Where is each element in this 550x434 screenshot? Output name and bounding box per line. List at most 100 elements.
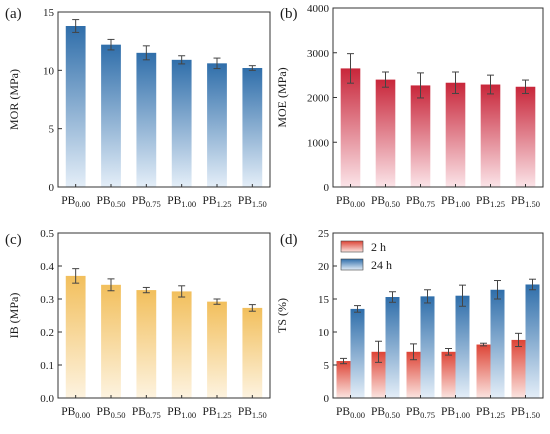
- bar: [101, 284, 121, 398]
- y-tick-label: 15: [43, 7, 55, 19]
- legend: 2 h 24 h: [340, 240, 392, 272]
- bar: [350, 308, 365, 398]
- error-bar: [515, 332, 522, 348]
- legend-swatch: [340, 258, 364, 271]
- error-bar: [213, 57, 221, 70]
- x-tick-label: PB1.25: [476, 406, 505, 420]
- x-tick-label: PB1.00: [441, 195, 470, 209]
- plot-frame: [57, 11, 271, 188]
- error-bar: [107, 278, 115, 292]
- bar: [476, 344, 491, 398]
- x-tick-label: PB0.75: [132, 406, 161, 420]
- x-tick-label: PB1.00: [167, 195, 196, 209]
- error-bar: [142, 286, 150, 294]
- bar: [455, 295, 470, 398]
- x-tick-label: PB0.00: [336, 406, 365, 420]
- y-axis-label: TS (%): [275, 298, 289, 333]
- y-tick-label: 0: [324, 393, 330, 405]
- legend-swatch: [340, 240, 364, 253]
- x-tick-label: PB0.50: [97, 406, 126, 420]
- bar: [242, 68, 263, 187]
- error-bar: [459, 284, 466, 307]
- error-bar: [340, 357, 347, 365]
- y-tick-label: 4000: [307, 3, 330, 15]
- bar: [101, 44, 121, 187]
- plot-frame: [332, 232, 544, 399]
- error-bar: [452, 71, 459, 94]
- y-tick-label: 0.0: [40, 393, 54, 405]
- error-bar: [248, 304, 256, 312]
- bar: [136, 52, 157, 188]
- x-tick-label: PB0.50: [371, 195, 400, 209]
- y-tick-label: 5: [324, 360, 330, 372]
- error-bar: [72, 19, 80, 33]
- y-tick-label: 0.3: [40, 294, 54, 306]
- bar: [336, 361, 351, 398]
- bar: [65, 26, 86, 187]
- bar: [371, 351, 386, 398]
- y-tick-label: 0.5: [40, 228, 54, 240]
- x-tick-label: PB0.75: [406, 195, 435, 209]
- y-tick-label: 10: [318, 327, 330, 339]
- x-tick-label: PB0.00: [61, 195, 90, 209]
- bar: [207, 301, 227, 398]
- y-tick-label: 10: [43, 65, 55, 77]
- x-tick-label: PB1.25: [203, 406, 232, 420]
- bar: [420, 296, 435, 398]
- panel-label: (b): [280, 6, 298, 22]
- x-tick-label: PB1.50: [511, 195, 540, 209]
- legend-label: 2 h: [371, 240, 386, 254]
- x-tick-label: PB0.00: [336, 195, 365, 209]
- error-bar: [445, 348, 452, 356]
- panel-2: (c) 0.0 0.1 0.2 0.3 0.4 0.5 PB0.00 PB0.50 PB0.75 P…: [5, 228, 271, 420]
- bar: [242, 307, 263, 398]
- panel-0: (a) 0 5 10 15 PB0.00 PB0.50 PB0.75 PB1.00 PB1.25 P…: [5, 6, 271, 209]
- error-bar: [178, 55, 186, 65]
- panel-label: (a): [5, 6, 22, 22]
- error-bar: [480, 342, 487, 347]
- bar: [525, 284, 540, 398]
- error-bar: [417, 72, 424, 99]
- y-tick-label: 15: [318, 294, 330, 306]
- bar: [511, 339, 526, 398]
- panel-3: (d) 0 5 10 15 20 25 PB0.00 PB0.50 PB0.75 PB1.00 PB1…: [275, 228, 544, 420]
- bar: [375, 79, 396, 187]
- panel-label: (d): [280, 232, 298, 248]
- bar: [385, 297, 400, 398]
- y-tick-label: 1000: [307, 137, 330, 149]
- error-bar: [410, 343, 417, 361]
- error-bar: [375, 340, 382, 363]
- error-bar: [142, 45, 150, 61]
- bar: [136, 290, 157, 398]
- bar: [406, 351, 421, 398]
- error-bar: [248, 65, 256, 71]
- y-axis-label: MOR (MPa): [7, 69, 21, 130]
- x-tick-label: PB1.50: [238, 195, 267, 209]
- error-bar: [354, 305, 361, 313]
- error-bar: [213, 298, 221, 305]
- error-bar: [522, 79, 529, 94]
- y-tick-label: 2000: [307, 93, 330, 105]
- legend-label: 24 h: [371, 258, 392, 272]
- x-tick-label: PB1.50: [238, 406, 267, 420]
- panel-label: (c): [5, 232, 22, 248]
- panel-1: (b) 0 1000 2000 3000 4000 PB0.00 PB0.50 PB0.75 PB…: [275, 3, 544, 209]
- y-tick-label: 3000: [307, 48, 330, 60]
- x-tick-label: PB1.25: [203, 195, 232, 209]
- y-axis-label: IB (MPa): [7, 293, 21, 339]
- error-bar: [107, 38, 115, 51]
- plot-frame: [57, 232, 271, 399]
- bar: [490, 289, 505, 398]
- bar: [445, 82, 466, 187]
- x-tick-label: PB1.00: [441, 406, 470, 420]
- y-tick-label: 0: [49, 182, 55, 194]
- x-tick-label: PB0.75: [406, 406, 435, 420]
- bar: [207, 63, 227, 188]
- y-tick-label: 20: [318, 261, 330, 273]
- x-tick-label: PB1.25: [476, 195, 505, 209]
- y-tick-label: 0: [324, 182, 330, 194]
- error-bar: [487, 74, 494, 95]
- x-tick-label: PB0.00: [61, 406, 90, 420]
- error-bar: [389, 291, 396, 303]
